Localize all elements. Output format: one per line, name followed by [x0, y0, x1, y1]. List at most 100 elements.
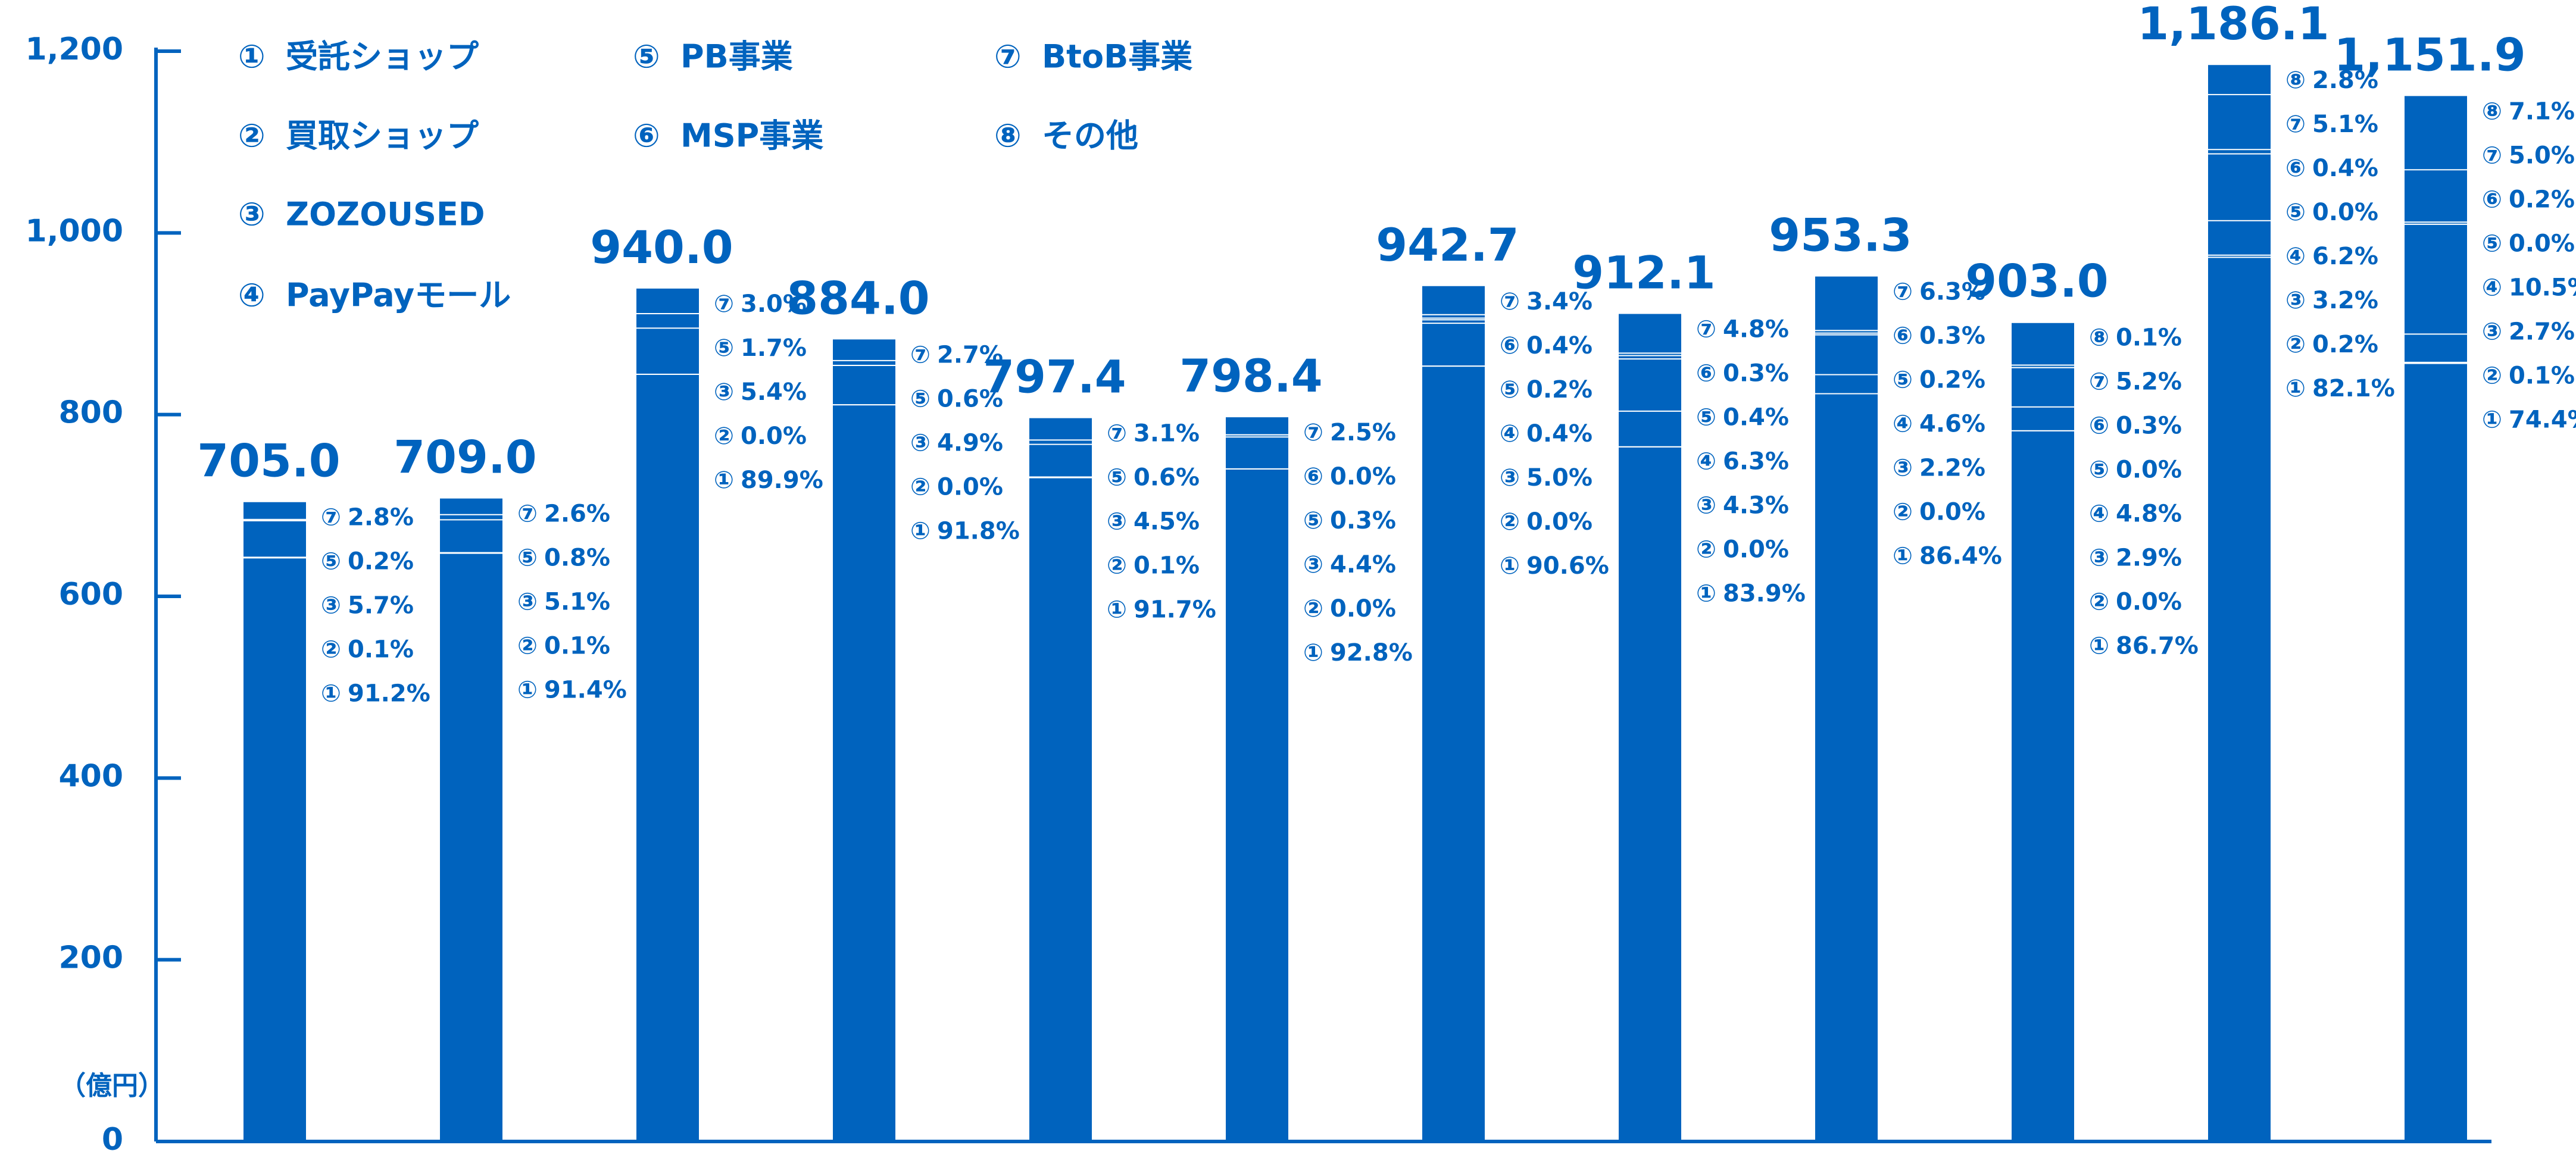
segment-marker: ②: [1893, 499, 1913, 526]
segment-marker: ⑤: [910, 385, 931, 412]
segment-label: 89.9%: [741, 467, 823, 494]
segment-marker: ②: [2089, 588, 2109, 615]
segment-label: 6.3%: [1723, 448, 1789, 476]
segment-label: 5.0%: [2509, 142, 2575, 169]
segment-label: 90.6%: [1526, 552, 1609, 580]
segment-label: 0.0%: [1919, 499, 1985, 526]
bar-segment: [2208, 149, 2271, 154]
bar-segment: [1226, 416, 1288, 434]
segment-label: 0.0%: [2509, 230, 2575, 257]
segment-label: 91.2%: [348, 680, 430, 708]
bar-segment: [1422, 319, 1485, 323]
segment-label: 91.8%: [937, 517, 1020, 545]
segment-label: 2.2%: [1919, 455, 1985, 482]
segment-marker: ⑦: [1696, 316, 1716, 343]
bar-segment: [1226, 436, 1288, 468]
bar-segment: [2012, 367, 2074, 406]
segment-marker: ①: [1500, 552, 1520, 580]
segment-label: 0.8%: [544, 545, 610, 572]
segment-label: 2.6%: [544, 501, 610, 528]
total-label: 942.7: [1376, 218, 1519, 271]
total-label: 903.0: [1965, 254, 2108, 307]
legend-marker: ②: [238, 117, 266, 155]
segment-label: 2.7%: [2509, 318, 2575, 345]
segment-label: 5.1%: [544, 589, 610, 616]
bar-segment: [2405, 169, 2467, 222]
segment-label: 0.4%: [2312, 155, 2378, 182]
bar-segment: [833, 359, 895, 365]
segment-label: 0.3%: [1330, 507, 1396, 534]
segment-label: 5.1%: [2312, 111, 2378, 138]
segment-marker: ⑦: [1303, 419, 1323, 446]
segment-label: 0.6%: [937, 385, 1003, 412]
bar-segment: [1619, 355, 1681, 359]
total-label: 1,151.9: [2334, 28, 2525, 81]
segment-marker: ②: [321, 636, 341, 664]
bar-segment: [2208, 64, 2271, 94]
legend-marker: ⑥: [633, 117, 660, 155]
bar-segment: [636, 373, 699, 1142]
segment-label: 0.0%: [2312, 199, 2378, 226]
bar-segment: [1029, 443, 1092, 477]
segment-label: 86.4%: [1919, 543, 2002, 570]
bar-segment: [1815, 330, 1878, 333]
bar-segment: [2405, 333, 2467, 362]
segment-marker: ①: [1893, 543, 1913, 570]
bar-segment: [1619, 410, 1681, 446]
segment-marker: ⑥: [1696, 360, 1716, 387]
segment-label: 4.6%: [1919, 411, 1985, 438]
bar-segment: [2405, 223, 2467, 334]
segment-marker: ③: [1500, 464, 1520, 492]
y-tick-label: 200: [58, 940, 123, 976]
legend-label: 買取ショップ: [286, 117, 479, 155]
segment-marker: ③: [1893, 455, 1913, 482]
segment-marker: ②: [1303, 595, 1323, 623]
total-label: 940.0: [590, 221, 733, 274]
segment-label: 4.4%: [1330, 551, 1396, 578]
segment-label: 3.2%: [2312, 287, 2378, 314]
segment-label: 2.8%: [2312, 67, 2378, 94]
bar-segment: [1619, 446, 1681, 1141]
segment-marker: ③: [2285, 287, 2306, 314]
segment-label: 0.0%: [1526, 508, 1593, 536]
segment-marker: ⑥: [1893, 323, 1913, 350]
segment-marker: ⑧: [2089, 324, 2109, 351]
bar-segment: [440, 514, 502, 520]
segment-label: 2.5%: [1330, 419, 1396, 446]
segment-label: 0.2%: [2312, 331, 2378, 358]
segment-marker: ⑦: [2089, 368, 2109, 395]
segment-label: 0.4%: [1526, 332, 1593, 359]
segment-label: 5.4%: [741, 379, 807, 406]
segment-label: 3.4%: [1526, 288, 1593, 315]
segment-label: 0.1%: [2509, 362, 2575, 389]
segment-label: 0.1%: [2116, 324, 2182, 351]
legend-label: ZOZOUSED: [286, 196, 485, 233]
legend-marker: ④: [238, 277, 266, 314]
segment-marker: ②: [2482, 362, 2502, 389]
segment-label: 91.4%: [544, 677, 627, 704]
segment-label: 0.4%: [1526, 420, 1593, 448]
y-tick-label: 600: [58, 577, 123, 612]
segment-marker: ⑤: [2285, 199, 2306, 226]
bar-segment: [1619, 312, 1681, 353]
segment-marker: ⑦: [1107, 420, 1127, 448]
total-label: 912.1: [1572, 246, 1715, 299]
segment-label: 0.0%: [937, 473, 1003, 501]
bar-segment: [636, 287, 699, 313]
segment-label: 0.0%: [2116, 456, 2182, 483]
y-tick-label: 800: [58, 395, 123, 431]
segment-marker: ⑤: [2482, 230, 2502, 257]
segment-marker: ①: [1303, 639, 1323, 667]
segment-label: 4.3%: [1723, 492, 1789, 520]
bar-segment: [1029, 439, 1092, 444]
segment-label: 91.7%: [1134, 596, 1216, 624]
segment-label: 0.2%: [348, 548, 414, 576]
bar-segment: [636, 327, 699, 374]
legend-marker: ③: [238, 196, 266, 233]
total-label: 953.3: [1769, 209, 1912, 262]
segment-marker: ⑦: [1893, 279, 1913, 306]
unit-label: （億円）: [60, 1071, 164, 1101]
segment-label: 5.2%: [2116, 368, 2182, 395]
segment-label: 0.1%: [1134, 552, 1200, 580]
total-label: 709.0: [394, 431, 536, 484]
